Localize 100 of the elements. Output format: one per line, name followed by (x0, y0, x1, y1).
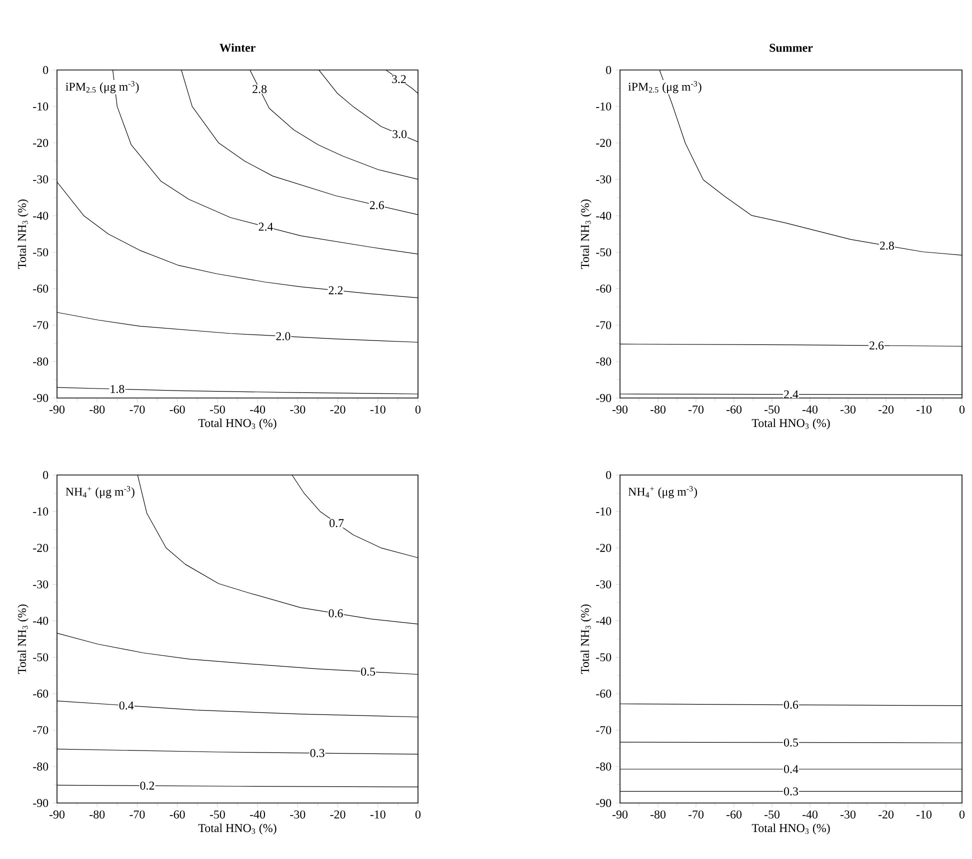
chart-title: Winter (220, 43, 256, 52)
y-tick-label: -50 (33, 653, 48, 662)
x-tick-label: 0 (959, 810, 965, 819)
x-tick-label: -90 (49, 810, 65, 819)
x-tick-label: -10 (916, 810, 932, 819)
y-tick-label: -90 (596, 394, 612, 402)
series-label: 0.2 (140, 782, 154, 790)
y-tick-label: -50 (596, 653, 612, 662)
chart-title: Summer (770, 44, 813, 52)
y-tick-label: -30 (596, 580, 612, 588)
y-tick-label: -60 (596, 690, 612, 698)
series-label: 2.2 (328, 286, 343, 294)
y-tick-label: -10 (33, 507, 48, 516)
y-tick-label: -50 (33, 248, 48, 256)
x-tick-label: -70 (688, 405, 704, 414)
series-label: 0.3 (310, 749, 324, 758)
x-axis-title: Total HNO$_{3}$ (%) (198, 824, 276, 835)
x-tick-label: 0 (415, 405, 421, 414)
x-tick-label: -30 (840, 810, 856, 819)
x-tick-label: -40 (250, 405, 266, 414)
series-label: 2.8 (252, 85, 267, 94)
y-axis-title: Total NH$_{3}$ (%) (18, 604, 28, 674)
series-label: 3.0 (392, 130, 407, 138)
y-tick-label: -10 (596, 102, 612, 110)
x-tick-label: -80 (650, 405, 666, 414)
x-tick-label: -60 (170, 405, 185, 414)
x-tick-label: -80 (90, 810, 105, 819)
y-axis-title: Total NH$_{3}$ (%) (580, 200, 592, 269)
x-tick-label: -60 (170, 810, 185, 819)
y-tick-label: -10 (596, 507, 612, 516)
y-tick-label: -80 (596, 358, 612, 366)
x-tick-label: -70 (688, 810, 704, 819)
y-tick-label: -70 (33, 321, 48, 330)
x-tick-label: -20 (330, 810, 346, 819)
y-axis-title: Total NH$_{3}$ (%) (18, 200, 28, 269)
y-tick-label: -10 (33, 102, 48, 110)
y-tick-label: -40 (33, 616, 48, 625)
x-tick-label: -80 (650, 810, 666, 819)
y-tick-label: 0 (606, 66, 612, 74)
y-axis-title: Total NH$_{3}$ (%) (580, 604, 592, 674)
annotation: iPM$_{2.5}$ (μg m$^{-3}$) (66, 81, 139, 94)
series-label: 3.2 (392, 75, 406, 84)
annotation: iPM$_{2.5}$ (μg m$^{-3}$) (628, 81, 702, 94)
annotation: NH$_{4}$$^{+}$ (μg m$^{-3}$) (628, 486, 698, 498)
y-tick-label: -70 (596, 321, 612, 330)
series-label: 1.8 (110, 385, 124, 394)
y-tick-label: -90 (33, 798, 48, 808)
series-label: 0.4 (119, 701, 134, 710)
series-label: 2.6 (370, 201, 384, 210)
x-tick-label: -90 (612, 405, 628, 414)
y-tick-label: -20 (33, 138, 48, 147)
x-tick-label: 0 (415, 810, 421, 819)
x-tick-label: -60 (726, 810, 742, 819)
y-tick-label: 0 (606, 470, 612, 480)
y-tick-label: -30 (596, 175, 612, 184)
x-tick-label: -40 (802, 810, 818, 819)
series-label: 0.7 (330, 519, 344, 528)
x-tick-label: -70 (130, 810, 145, 819)
series-label: 2.6 (870, 341, 884, 350)
y-tick-label: -90 (33, 394, 48, 402)
y-tick-label: -60 (33, 690, 48, 698)
y-tick-label: -20 (596, 544, 612, 552)
x-tick-label: -20 (330, 405, 346, 414)
x-tick-label: -40 (802, 405, 818, 414)
x-tick-label: -70 (130, 405, 145, 414)
annotation: NH$_{4}$$^{+}$ (μg m$^{-3}$) (66, 486, 134, 498)
x-tick-label: -60 (726, 405, 742, 414)
x-tick-label: -20 (878, 405, 894, 414)
y-tick-label: -50 (596, 248, 612, 256)
x-tick-label: -10 (370, 405, 386, 414)
x-tick-label: -50 (210, 810, 225, 819)
series-label: 0.6 (784, 700, 798, 709)
x-axis-title: Total HNO$_{3}$ (%) (752, 418, 830, 430)
y-tick-label: -70 (33, 726, 48, 734)
y-tick-label: -70 (596, 726, 612, 734)
y-tick-label: -90 (596, 798, 612, 808)
x-axis-title: Total HNO$_{3}$ (%) (752, 824, 830, 835)
x-tick-label: -10 (370, 810, 386, 819)
y-tick-label: -40 (596, 212, 612, 220)
y-tick-label: -80 (33, 762, 48, 771)
y-tick-label: -40 (33, 212, 48, 220)
x-tick-label: -30 (840, 405, 856, 414)
y-tick-label: -80 (596, 762, 612, 771)
y-tick-label: -40 (596, 616, 612, 625)
series-label: 0.5 (784, 738, 798, 747)
x-tick-label: -10 (916, 405, 932, 414)
y-tick-label: 0 (43, 66, 48, 74)
y-tick-label: -30 (33, 175, 48, 184)
x-tick-label: -30 (290, 405, 306, 414)
y-tick-label: -20 (33, 544, 48, 552)
x-axis-title: Total HNO$_{3}$ (%) (198, 418, 276, 430)
x-tick-label: -40 (250, 810, 266, 819)
x-tick-label: -50 (210, 405, 225, 414)
x-tick-label: -80 (90, 405, 105, 414)
y-tick-label: -20 (596, 138, 612, 147)
y-tick-label: -30 (33, 580, 48, 588)
series-label: 0.4 (784, 765, 798, 774)
x-tick-label: -50 (764, 405, 780, 414)
y-tick-label: -60 (596, 284, 612, 293)
series-label: 0.6 (328, 609, 343, 618)
